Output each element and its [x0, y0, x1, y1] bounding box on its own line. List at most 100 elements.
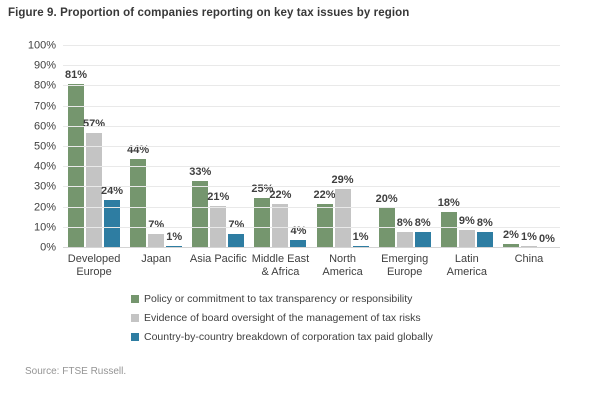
figure-title: Figure 9. Proportion of companies report… [8, 7, 410, 19]
x-axis-label: North America [322, 253, 363, 278]
bar: 7% [148, 219, 165, 248]
y-axis-label: 100% [27, 39, 56, 52]
bar: 1% [520, 231, 537, 248]
gridline [63, 65, 560, 67]
legend-item: Evidence of board oversight of the manag… [131, 312, 433, 324]
gridline [63, 206, 560, 208]
gridline [63, 247, 560, 248]
y-axis-label: 30% [33, 180, 56, 193]
legend-swatch-icon [131, 333, 139, 341]
gridline [63, 146, 560, 147]
bar-group: 22% 29% 1% [312, 46, 374, 248]
bar-group: 81% 57% 24% [63, 46, 125, 248]
bar-value-label: 7% [148, 218, 165, 231]
source-note: Source: FTSE Russell. [25, 366, 127, 377]
bar-value-label: 33% [189, 166, 212, 179]
y-axis-label: 90% [33, 59, 56, 72]
bar-value-label: 1% [520, 230, 537, 243]
bar: 25% [251, 183, 273, 248]
x-axis-label: Asia Pacific [189, 253, 247, 265]
y-axis-label: 10% [33, 221, 56, 234]
bar-value-label: 0% [538, 233, 555, 245]
legend-item: Policy or commitment to tax transparency… [131, 293, 433, 305]
bar: 24% [101, 185, 123, 248]
x-axis-label: Emerging Europe [381, 253, 429, 278]
bar: 57% [83, 118, 105, 248]
bar: 9% [458, 215, 475, 248]
bar-value-label: 21% [207, 190, 230, 203]
bar-value-label: 9% [458, 214, 475, 227]
bar: 8% [414, 217, 431, 248]
bar-groups: 81% 57% 24% 44% 7% 1% 33% 21% 7% 25% 22% 4% 22% 29% 1%… [63, 46, 560, 248]
y-axis-label: 20% [33, 201, 56, 214]
x-axis-label: China [514, 253, 544, 265]
bar: 8% [396, 217, 413, 248]
bar-value-label: 4% [290, 224, 307, 237]
bar: 44% [127, 144, 149, 248]
y-axis: 0% 10% 20% 30% 40% 50% 60% 70% 80% 90% 100% [0, 40, 56, 253]
bar-value-label: 7% [228, 218, 245, 231]
bar: 2% [502, 229, 519, 248]
bar-value-label: 22% [269, 188, 292, 201]
bar: 8% [476, 217, 493, 248]
legend-label: Policy or commitment to tax transparency… [144, 293, 413, 305]
y-axis-label: 40% [33, 160, 56, 173]
bar: 29% [332, 174, 354, 248]
bar-value-label: 81% [65, 69, 88, 82]
bar-group: 20% 8% 8% [374, 46, 436, 248]
legend-label: Evidence of board oversight of the manag… [144, 312, 421, 324]
bar-value-label: 8% [476, 216, 493, 229]
x-axis-label: Developed Europe [67, 253, 121, 278]
gridline [63, 166, 560, 168]
bar: 1% [166, 231, 183, 248]
y-axis-label: 0% [40, 241, 56, 254]
gridline [63, 105, 560, 107]
bar-value-label: 44% [127, 144, 150, 157]
y-axis-label: 60% [33, 120, 56, 133]
bar: 22% [314, 189, 336, 248]
bar-value-label: 8% [396, 216, 413, 229]
bar: 1% [352, 231, 369, 248]
bar-value-label: 1% [352, 230, 369, 243]
gridline [63, 45, 560, 46]
bar-group: 44% 7% 1% [125, 46, 187, 248]
bar: 4% [290, 225, 307, 248]
bar-value-label: 25% [251, 182, 274, 195]
bar-value-label: 2% [502, 228, 519, 241]
legend-label: Country-by-country breakdown of corporat… [144, 331, 433, 343]
bar-value-label: 57% [83, 117, 106, 130]
bar: 7% [228, 219, 245, 248]
bar-group: 33% 21% 7% [187, 46, 249, 248]
bar-group: 18% 9% 8% [436, 46, 498, 248]
x-axis-label: Middle East & Africa [251, 253, 310, 278]
bar-group: 25% 22% 4% [249, 46, 311, 248]
gridline [63, 125, 560, 127]
legend-item: Country-by-country breakdown of corporat… [131, 331, 433, 343]
legend-swatch-icon [131, 314, 139, 322]
bar: 33% [189, 166, 211, 248]
bar: 18% [438, 197, 460, 248]
bar: 21% [207, 191, 229, 248]
gridline [63, 85, 560, 87]
bar-group: 2% 1% 0% [498, 46, 560, 248]
bar-value-label: 22% [313, 188, 336, 201]
bar-value-label: 1% [166, 230, 183, 243]
legend-swatch-icon [131, 295, 139, 303]
bar-value-label: 20% [375, 192, 398, 205]
gridline [63, 226, 560, 228]
bar: 22% [269, 189, 291, 248]
bar-value-label: 29% [331, 174, 354, 187]
x-axis-label: Japan [141, 253, 172, 265]
y-axis-label: 80% [33, 79, 56, 92]
gridline [63, 186, 560, 188]
bar-value-label: 8% [414, 216, 431, 229]
bar-value-label: 18% [437, 196, 460, 209]
y-axis-label: 50% [33, 140, 56, 153]
x-axis: Developed Europe Japan Asia Pacific Middle … [63, 253, 560, 279]
y-axis-label: 70% [33, 100, 56, 113]
plot-area: 81% 57% 24% 44% 7% 1% 33% 21% 7% 25% 22% 4% 22% 29% 1%… [63, 45, 560, 248]
legend: Policy or commitment to tax transparency… [131, 293, 433, 343]
x-axis-label: Latin America [446, 253, 487, 278]
bar-value-label: 24% [101, 184, 124, 197]
